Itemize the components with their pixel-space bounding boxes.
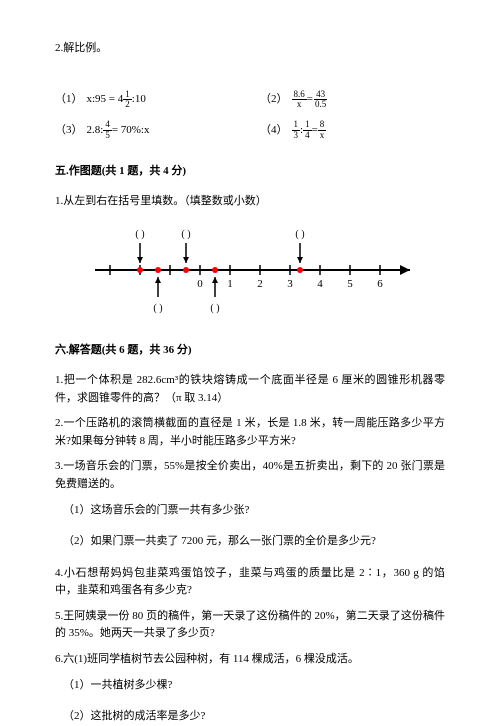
label-6: 6 <box>377 278 383 290</box>
label-1: 1 <box>227 278 233 290</box>
paren-top-1: ( ) <box>135 229 144 240</box>
eq1-label: （1） <box>55 91 83 109</box>
arrowhead-down-1 <box>137 257 143 263</box>
equation-4: （4） 1 3 : 1 4 = 8 x <box>260 120 445 141</box>
eq2-f2-den: 0.5 <box>313 100 328 110</box>
equation-3: （3） 2.8: 4 5 = 70%:x <box>55 120 240 141</box>
label-3: 3 <box>287 278 293 290</box>
paren-bottom-2: ( ) <box>210 303 219 314</box>
q6-6-1: （1）一共植树多少棵? <box>63 677 445 695</box>
arrowhead-up-2 <box>212 277 218 283</box>
equation-2: （2） 8.6 x = 43 0.5 <box>260 90 445 111</box>
equation-1: （1） x:95 = 4 1 2 :10 <box>55 90 240 111</box>
number-line-container: ( ) ( ) ( ) <box>55 225 445 320</box>
eq2-label: （2） <box>260 91 288 109</box>
eq4-fraction-3: 8 x <box>318 120 327 141</box>
eq3-mid: = 70%:x <box>112 122 150 140</box>
eq4-fraction-2: 1 4 <box>303 120 312 141</box>
marker-1 <box>137 267 143 273</box>
eq1-fraction: 1 2 <box>123 90 132 111</box>
marker-5 <box>297 267 303 273</box>
marker-4 <box>212 267 218 273</box>
eq3-frac-den: 5 <box>103 131 112 141</box>
eq1-pre: x:95 = 4 <box>87 91 124 109</box>
number-line-arrowhead <box>400 265 410 275</box>
label-4: 4 <box>317 278 323 290</box>
q6-6-2: （2）这批树的成活率是多少? <box>63 708 445 726</box>
eq2-fraction-2: 43 0.5 <box>313 90 328 111</box>
arrowhead-down-2 <box>183 257 189 263</box>
eq4-fraction-1: 1 3 <box>292 120 301 141</box>
eq4-f1-den: 3 <box>292 131 301 141</box>
section-5-title-text: 五.作图题(共 1 题，共 4 分) <box>55 165 186 177</box>
q6-3: 3.一场音乐会的门票，55%是按全价卖出，40%是五折卖出，剩下的 20 张门票… <box>55 458 445 493</box>
section-6-title: 六.解答题(共 6 题，共 36 分) <box>55 342 445 360</box>
eq1-post: :10 <box>132 91 146 109</box>
section-6-title-text: 六.解答题(共 6 题，共 36 分) <box>55 344 192 356</box>
section-5-title: 五.作图题(共 1 题，共 4 分) <box>55 163 445 181</box>
q6-4: 4.小石想帮妈妈包韭菜鸡蛋馅饺子，韭菜与鸡蛋的质量比是 2∶1，360 g 的馅… <box>55 565 445 600</box>
q6-5: 5.王阿姨录一份 80 页的稿件，第一天录了这份稿件的 20%，第二天录了这份稿… <box>55 608 445 643</box>
label-5: 5 <box>347 278 353 290</box>
eq3-fraction: 4 5 <box>103 120 112 141</box>
eq3-pre: 2.8: <box>87 122 104 140</box>
eq2-f1-den: x <box>295 100 304 110</box>
q6-6: 6.六(1)班同学植树节去公园种树，有 114 棵成活，6 棵没成活。 <box>55 651 445 669</box>
problem-2-title: 2.解比例。 <box>55 40 445 58</box>
eq1-frac-den: 2 <box>123 100 132 110</box>
equations-row-2: （3） 2.8: 4 5 = 70%:x （4） 1 3 : 1 4 = 8 x <box>55 120 445 141</box>
problem-2-title-text: 2.解比例。 <box>55 42 107 54</box>
eq4-label: （4） <box>260 122 288 140</box>
paren-top-2: ( ) <box>181 229 190 240</box>
q6-1: 1.把一个体积是 282.6cm³的铁块熔铸成一个底面半径是 6 厘米的圆锥形机… <box>55 372 445 407</box>
equations-row-1: （1） x:95 = 4 1 2 :10 （2） 8.6 x = 43 0.5 <box>55 90 445 111</box>
eq4-f2-den: 4 <box>303 131 312 141</box>
eq4-f3-den: x <box>318 131 327 141</box>
eq3-label: （3） <box>55 122 83 140</box>
eq2-fraction-1: 8.6 x <box>292 90 307 111</box>
section-5-q1-text: 1.从左到右在括号里填数。（填整数或小数） <box>55 195 267 207</box>
marker-3 <box>183 267 189 273</box>
arrowhead-down-3 <box>297 257 303 263</box>
q6-2: 2.一个压路机的滚筒横截面的直径是 1 米，长是 1.8 米，转一周能压路多少平… <box>55 415 445 450</box>
paren-bottom-1: ( ) <box>153 303 162 314</box>
q6-3-2: （2）如果门票一共卖了 7200 元，那么一张门票的全价是多少元? <box>63 533 445 551</box>
section-6-questions: 1.把一个体积是 282.6cm³的铁块熔铸成一个底面半径是 6 厘米的圆锥形机… <box>55 372 445 726</box>
label-0: 0 <box>197 278 203 290</box>
q6-3-1: （1）这场音乐会的门票一共有多少张? <box>63 502 445 520</box>
section-5-q1: 1.从左到右在括号里填数。（填整数或小数） <box>55 193 445 211</box>
arrowhead-up-1 <box>155 277 161 283</box>
label-2: 2 <box>257 278 263 290</box>
number-line-svg: ( ) ( ) ( ) <box>80 225 420 320</box>
paren-top-3: ( ) <box>295 229 304 240</box>
marker-2 <box>155 267 161 273</box>
